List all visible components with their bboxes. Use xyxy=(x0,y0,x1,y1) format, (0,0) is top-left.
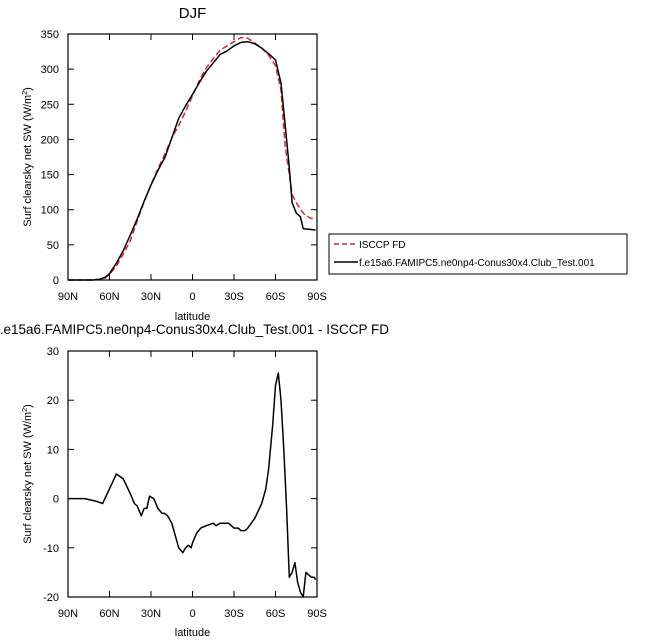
series-line-0 xyxy=(68,36,316,281)
legend-frame xyxy=(328,233,628,275)
y-tick-label: 150 xyxy=(41,170,59,182)
x-tick-label: 90N xyxy=(58,291,78,303)
top-plot-frame xyxy=(67,33,318,281)
bottom-chart-panel: f.e15a6.FAMIPC5.ne0np4-Conus30x4.Club_Te… xyxy=(0,322,389,639)
x-tick-label: 90S xyxy=(307,291,327,303)
top-y-axis: 0 50 100 150 200 250 300 350 xyxy=(41,29,317,287)
bottom-plot-lines xyxy=(68,372,317,598)
legend-label-isccp: ISCCP FD xyxy=(359,240,406,251)
bottom-y-axis-label: Surf clearsky net SW (W/m2) xyxy=(22,404,34,544)
y-tick-label: -20 xyxy=(43,592,59,604)
x-tick-label: 30S xyxy=(224,608,244,620)
bottom-chart-title: f.e15a6.FAMIPC5.ne0np4-Conus30x4.Club_Te… xyxy=(0,322,389,337)
y-tick-label: 50 xyxy=(47,240,59,252)
legend-label-model: f.e15a6.FAMIPC5.ne0np4-Conus30x4.Club_Te… xyxy=(359,258,595,269)
top-x-axis: 90N 60N 30N 0 30S 60S 90S xyxy=(58,34,327,303)
x-tick-label: 0 xyxy=(189,608,195,620)
y-tick-label: 250 xyxy=(41,99,59,111)
y-tick-label: -10 xyxy=(43,543,59,555)
x-tick-label: 90N xyxy=(58,608,78,620)
y-tick-label: 0 xyxy=(53,494,59,506)
bottom-x-axis: 90N 60N 30N 0 30S 60S 90S xyxy=(58,351,327,620)
x-tick-label: 60S xyxy=(266,291,286,303)
x-tick-label: 60N xyxy=(99,608,119,620)
y-tick-label: 20 xyxy=(47,395,59,407)
y-tick-label: 100 xyxy=(41,205,59,217)
y-tick-label: 10 xyxy=(47,444,59,456)
x-tick-label: 90S xyxy=(307,608,327,620)
y-tick-label: 0 xyxy=(53,275,59,287)
top-plot-lines xyxy=(68,36,316,281)
series-line-1 xyxy=(68,40,316,281)
bottom-plot-frame xyxy=(67,350,318,598)
y-tick-label: 30 xyxy=(47,346,59,358)
top-x-axis-label: latitude xyxy=(175,311,210,323)
bottom-x-axis-label: latitude xyxy=(175,627,210,639)
y-tick-label: 200 xyxy=(41,134,59,146)
series-line-0 xyxy=(68,372,317,598)
y-tick-label: 350 xyxy=(41,29,59,41)
y-tick-label: 300 xyxy=(41,64,59,76)
x-tick-label: 30N xyxy=(141,608,161,620)
top-y-axis-label: Surf clearsky net SW (W/m2) xyxy=(22,87,34,227)
x-tick-label: 30N xyxy=(141,291,161,303)
x-tick-label: 30S xyxy=(224,291,244,303)
x-tick-label: 60N xyxy=(99,291,119,303)
x-tick-label: 0 xyxy=(189,291,195,303)
legend: ISCCP FD f.e15a6.FAMIPC5.ne0np4-Conus30x… xyxy=(328,233,628,275)
x-tick-label: 60S xyxy=(266,608,286,620)
top-chart-title: DJF xyxy=(179,5,207,22)
top-chart-panel: DJF 0 50 100 150 200 250 300 350 90N 60N 30N 0 30S 6… xyxy=(22,5,327,323)
